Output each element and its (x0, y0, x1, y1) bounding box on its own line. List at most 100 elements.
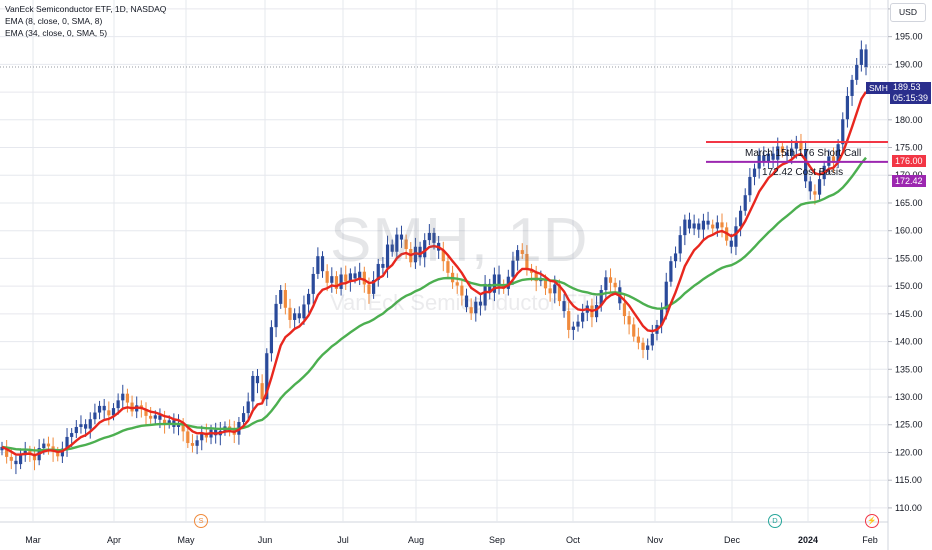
candle-body (604, 277, 608, 291)
candle-body (790, 148, 794, 156)
earnings-event-icon[interactable]: ⚡ (865, 514, 879, 528)
candle-body (548, 288, 552, 294)
candle-body (660, 309, 664, 325)
candle-body (748, 176, 752, 196)
candle-body (664, 281, 668, 310)
candle-body (567, 311, 571, 330)
candle-body (478, 301, 483, 306)
candle-body (608, 277, 613, 283)
candle-body (845, 95, 850, 120)
candle-body (511, 260, 515, 277)
candle-body (358, 271, 362, 279)
candle-body (18, 455, 23, 465)
candle-body (859, 49, 863, 65)
cost-basis-price-tag: 172.42 (892, 175, 926, 187)
last-price-tag: 189.53 05:15:39 (890, 82, 932, 104)
ema-fast-line (1, 91, 868, 457)
x-tick-label: Apr (107, 535, 121, 545)
candle-body (460, 285, 464, 296)
event-marker-d[interactable]: D (768, 514, 782, 528)
y-tick-label: 180.00 (895, 115, 923, 125)
candle-body (646, 345, 650, 350)
x-tick-label: Nov (647, 535, 664, 545)
event-marker-s[interactable]: S (194, 514, 208, 528)
candle-body (706, 220, 710, 225)
candle-body (344, 274, 348, 282)
candle-body (144, 409, 148, 416)
candle-body (306, 293, 311, 305)
candle-body (446, 261, 450, 273)
cost-basis-annotation[interactable]: 172.42 Cost Basis (762, 167, 844, 178)
candle-body (794, 140, 798, 149)
candle-body (516, 250, 520, 261)
candle-body (74, 426, 78, 434)
y-tick-label: 190.00 (895, 59, 923, 69)
candle-body (562, 301, 566, 312)
candle-body (520, 250, 524, 254)
candle-body (720, 222, 724, 228)
candle-body (715, 222, 719, 229)
legend-title[interactable]: VanEck Semiconductor ETF, 1D, NASDAQ (5, 4, 167, 14)
candle-body (599, 290, 603, 305)
candle-body (543, 279, 548, 289)
last-price-value: 189.53 (893, 82, 921, 92)
candle-body (692, 223, 696, 229)
candle-body (28, 450, 32, 454)
candle-body (158, 415, 162, 420)
candle-body (701, 220, 706, 230)
candle-body (269, 327, 274, 354)
y-tick-label: 125.00 (895, 420, 923, 430)
candle-body (841, 119, 845, 145)
candle-body (850, 79, 854, 96)
candle-body (385, 244, 390, 268)
y-tick-label: 150.00 (895, 281, 923, 291)
y-tick-label: 145.00 (895, 309, 923, 319)
candle-body (650, 333, 654, 346)
candle-body (116, 400, 120, 409)
candle-body (506, 276, 510, 289)
candle-body (348, 273, 352, 282)
currency-selector[interactable]: USD (890, 3, 926, 22)
candle-body (320, 256, 325, 272)
candle-body (376, 263, 380, 281)
candle-body (539, 279, 543, 282)
candle-body (42, 443, 46, 449)
candle-body (162, 419, 167, 424)
candle-body (785, 152, 789, 156)
y-tick-label: 175.00 (895, 143, 923, 153)
candle-body (743, 195, 747, 211)
candle-body (836, 144, 840, 164)
candle-body (186, 431, 190, 444)
candle-body (613, 282, 617, 288)
candle-body (330, 276, 334, 283)
candle-body (5, 446, 9, 457)
candle-body (367, 284, 371, 294)
candle-body (492, 274, 496, 293)
candle-body (622, 303, 627, 317)
y-tick-label: 195.00 (895, 32, 923, 42)
x-tick-label: Sep (489, 535, 505, 545)
watermark-ticker: SMH, 1D (330, 206, 589, 275)
candle-body (641, 342, 645, 350)
candle-body (181, 423, 185, 432)
legend-ema-slow[interactable]: EMA (34, close, 0, SMA, 5) (5, 28, 108, 38)
short-call-annotation[interactable]: March 15th 176 Short Call (745, 148, 862, 159)
candle-body (190, 443, 195, 446)
candle-body (534, 272, 538, 282)
candle-body (525, 253, 529, 269)
candle-body (553, 284, 557, 294)
candle-body (738, 210, 743, 227)
candle-body (0, 446, 4, 451)
x-tick-label: Jun (258, 535, 273, 545)
candle-body (678, 235, 682, 254)
candle-body (395, 234, 399, 252)
candle-body (697, 223, 701, 230)
legend-ema-fast[interactable]: EMA (8, close, 0, SMA, 8) (5, 16, 103, 26)
ema-slow-line (1, 156, 867, 452)
candle-body (14, 460, 18, 465)
candle-body (390, 244, 394, 252)
candle-body (804, 149, 808, 182)
y-tick-label: 165.00 (895, 198, 923, 208)
